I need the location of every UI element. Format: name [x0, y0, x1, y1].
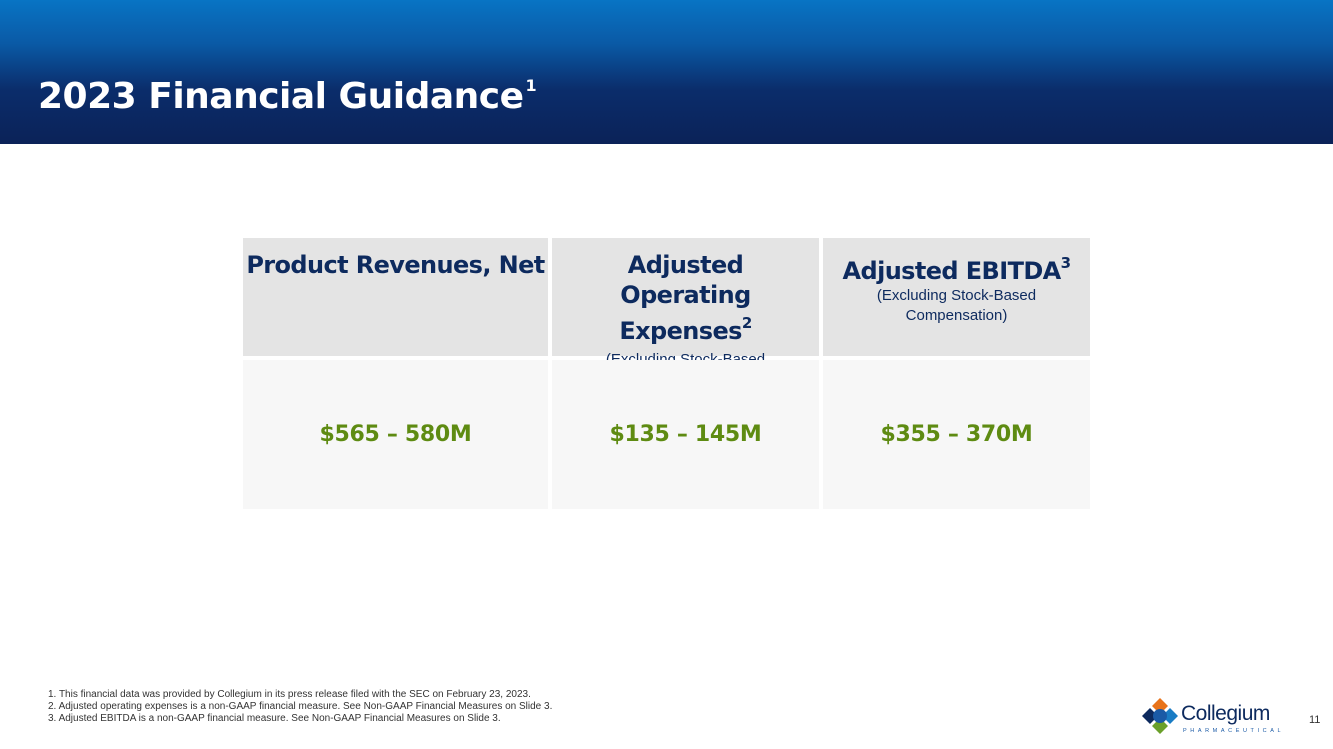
slide-header-banner: 2023 Financial Guidance 1 [0, 0, 1333, 144]
footnote-3: 3. Adjusted EBITDA is a non-GAAP financi… [48, 713, 501, 724]
footnote-marker-3: 3 [1060, 254, 1071, 272]
value-adjusted-operating-expenses: $135 – 145M [609, 422, 762, 447]
slide-title: 2023 Financial Guidance 1 [38, 76, 537, 117]
guidance-table: Product Revenues, Net $565 – 580M Adjust… [243, 238, 1090, 509]
heading-adjusted-operating-expenses: Adjusted Operating Expenses2 [619, 251, 752, 345]
header-cell-product-revenues: Product Revenues, Net [243, 238, 548, 356]
collegium-mark-icon [1142, 698, 1178, 734]
footnote-2: 2. Adjusted operating expenses is a non-… [48, 701, 553, 712]
heading-product-revenues: Product Revenues, Net [246, 251, 545, 279]
collegium-logo: Collegium PHARMACEUTICAL [1140, 696, 1281, 738]
footnotes: 1. This financial data was provided by C… [48, 689, 552, 725]
value-adjusted-ebitda: $355 – 370M [880, 422, 1033, 447]
title-footnote-marker: 1 [525, 76, 537, 95]
footnote-marker-2: 2 [741, 314, 752, 332]
heading-adjusted-ebitda: Adjusted EBITDA3 [842, 254, 1072, 285]
page-number: 11 [1309, 714, 1321, 726]
value-product-revenues: $565 – 580M [319, 422, 472, 447]
header-cell-adjusted-operating-expenses: Adjusted Operating Expenses2 (Excluding … [552, 238, 819, 388]
footnote-1: 1. This financial data was provided by C… [48, 689, 531, 700]
subheading-adjusted-ebitda: (Excluding Stock-Based Compensation) [876, 287, 1037, 324]
logo-subtext: PHARMACEUTICAL [1183, 728, 1285, 734]
header-cell-adjusted-ebitda: Adjusted EBITDA3 (Excluding Stock-Based … [823, 238, 1090, 356]
value-cell-product-revenues: $565 – 580M [243, 360, 548, 509]
value-cell-adjusted-operating-expenses: $135 – 145M [552, 360, 819, 509]
logo-wordmark: Collegium [1181, 702, 1270, 725]
value-cell-adjusted-ebitda: $355 – 370M [823, 360, 1090, 509]
